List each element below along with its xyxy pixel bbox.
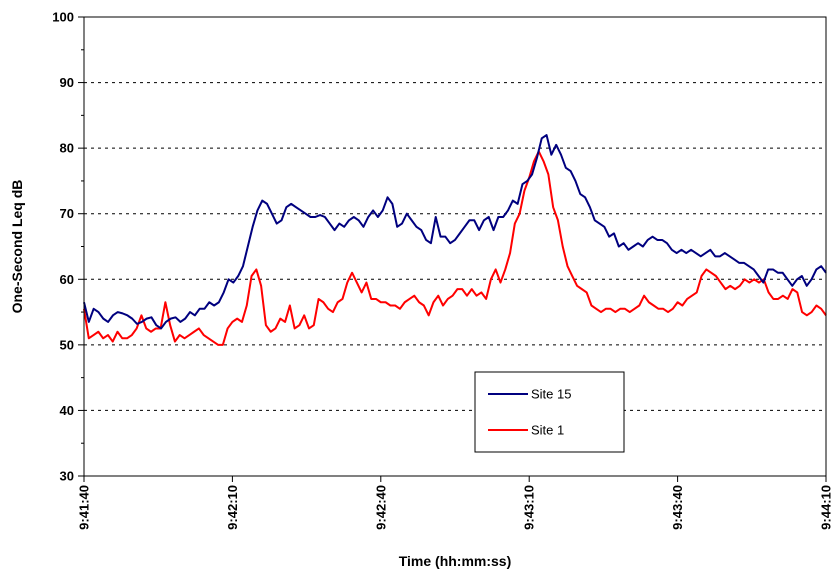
legend: Site 15 Site 1 [474,371,625,453]
x-tick-label: 9:42:10 [225,485,240,530]
x-tick-label: 9:41:40 [77,485,92,530]
y-axis-ticks: 30 40 50 60 70 80 90 100 [52,10,84,484]
x-axis-ticks: 9:41:40 9:42:10 9:42:40 9:43:10 9:43:40 9:44:… [77,476,834,530]
x-tick-label: 9:44:10 [819,485,834,530]
x-tick-label: 9:42:40 [373,485,388,530]
legend-box [474,371,625,453]
series-lines [83,134,827,346]
plot-area-border [83,16,827,477]
y-tick-label: 100 [52,10,74,25]
y-tick-label: 70 [60,206,74,221]
y-tick-label: 80 [60,141,74,156]
gridlines [84,82,826,411]
y-tick-label: 90 [60,75,74,90]
series-line-site-1 [83,150,827,346]
x-tick-label: 9:43:40 [670,485,685,530]
y-tick-label: 30 [60,469,74,484]
legend-label-site-15: Site 15 [531,387,571,402]
y-tick-label: 40 [60,403,74,418]
series-line-site-15 [83,134,827,330]
y-tick-label: 50 [60,337,74,352]
x-axis-title: Time (hh:mm:ss) [399,553,512,569]
y-axis-title: One-Second Leq dB [9,180,25,314]
x-tick-label: 9:43:10 [522,485,537,530]
legend-label-site-1: Site 1 [531,423,564,438]
y-tick-label: 60 [60,272,74,287]
